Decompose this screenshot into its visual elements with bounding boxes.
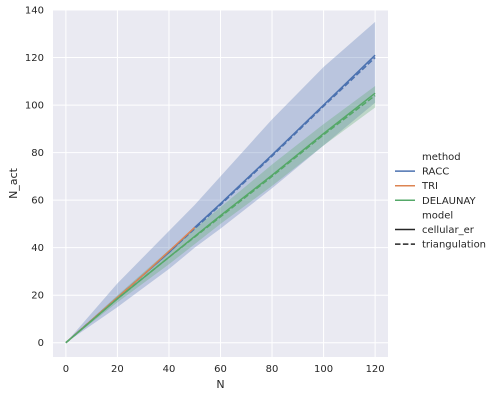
band-racc-cellular_er [65, 21, 376, 343]
legend-title-method: method [422, 152, 461, 163]
legend: method RACC TRI DELAUNAY model cellular_ertri… [395, 152, 486, 251]
grid-lines [53, 9, 388, 357]
x-tick-label: 100 [314, 364, 333, 375]
legend-label-tri: TRI [421, 181, 438, 192]
series-lines [65, 54, 376, 344]
y-tick-label: 100 [25, 101, 44, 112]
y-tick-label: 0 [38, 338, 44, 349]
y-tick-label: 40 [31, 243, 44, 254]
x-axis-label: N [216, 378, 224, 391]
legend-label-racc: RACC [422, 167, 449, 178]
legend-label-delaunay: DELAUNAY [422, 196, 477, 207]
legend-label-triangulation: triangulation [422, 240, 486, 251]
y-tick-label: 60 [31, 196, 44, 207]
series-line-delaunay-triangulation [65, 94, 376, 344]
y-tick-label: 140 [25, 6, 44, 17]
legend-label-cellular_er: cellular_er [422, 225, 475, 236]
y-tick-label: 120 [25, 53, 44, 64]
x-tick-label: 120 [366, 364, 385, 375]
y-axis-label: N_act [7, 167, 20, 199]
legend-title-model: model [422, 210, 453, 221]
x-tick-label: 60 [214, 364, 227, 375]
x-tick-label: 0 [63, 364, 69, 375]
x-tick-label: 40 [163, 364, 176, 375]
x-tick-label: 20 [111, 364, 124, 375]
tick-labels: 0 20 40 60 80 100 120 0 20 40 60 80 100 120 140 [25, 6, 385, 376]
y-tick-label: 20 [31, 291, 44, 302]
y-tick-label: 80 [31, 148, 44, 159]
x-tick-label: 80 [266, 364, 279, 375]
